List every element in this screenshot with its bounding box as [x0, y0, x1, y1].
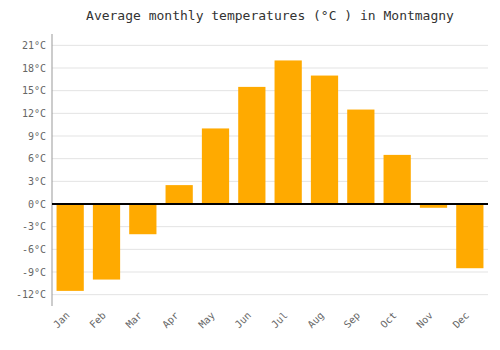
x-tick-label: Mar [124, 310, 145, 331]
grid-line [52, 204, 488, 205]
y-tick-label: 21°C [22, 40, 46, 51]
y-tick-label: 6°C [28, 153, 46, 164]
grid [52, 45, 488, 294]
x-tick-label: Jan [51, 310, 72, 331]
y-tick-label: -6°C [22, 244, 46, 255]
chart-svg: Average monthly temperatures (°C ) in Mo… [0, 0, 500, 350]
x-tick-label: Feb [87, 310, 108, 331]
grid-line [52, 158, 488, 159]
x-tick-label: Apr [160, 310, 181, 331]
y-tick-label: 3°C [28, 176, 46, 187]
y-tick-label: 12°C [22, 108, 46, 119]
bar [456, 204, 483, 268]
y-tick-label: 0°C [28, 199, 46, 210]
x-tick-label: Jul [269, 310, 290, 331]
bar [238, 87, 265, 204]
y-tick-label: -3°C [22, 221, 46, 232]
y-tick-label: 15°C [22, 85, 46, 96]
zero-line [52, 203, 488, 205]
y-tick-label: 18°C [22, 63, 46, 74]
chart-title: Average monthly temperatures (°C ) in Mo… [86, 8, 454, 23]
grid-line [52, 90, 488, 91]
bar [93, 204, 120, 280]
y-tick-label: -9°C [22, 267, 46, 278]
x-tick-label: Aug [305, 310, 326, 331]
bar [311, 76, 338, 204]
bar [129, 204, 156, 234]
y-axis-line [52, 34, 53, 306]
chart-container: Average monthly temperatures (°C ) in Mo… [0, 0, 500, 350]
bar [202, 128, 229, 204]
grid-line [52, 113, 488, 114]
bar [57, 204, 84, 291]
bar [166, 185, 193, 204]
x-tick-label: May [196, 310, 217, 331]
grid-line [52, 294, 488, 295]
x-tick-label: Oct [378, 310, 399, 331]
x-tick-label: Dec [451, 310, 472, 331]
x-tick-label: Jun [233, 310, 254, 331]
bar [384, 155, 411, 204]
grid-line [52, 45, 488, 46]
bar [275, 60, 302, 204]
grid-line [52, 68, 488, 69]
bars [57, 60, 484, 290]
y-tick-label: -12°C [16, 289, 46, 300]
y-tick-label: 9°C [28, 131, 46, 142]
x-tick-label: Sep [342, 310, 363, 331]
grid-line [52, 136, 488, 137]
bar [347, 110, 374, 204]
grid-line [52, 181, 488, 182]
x-tick-label: Nov [414, 310, 435, 331]
